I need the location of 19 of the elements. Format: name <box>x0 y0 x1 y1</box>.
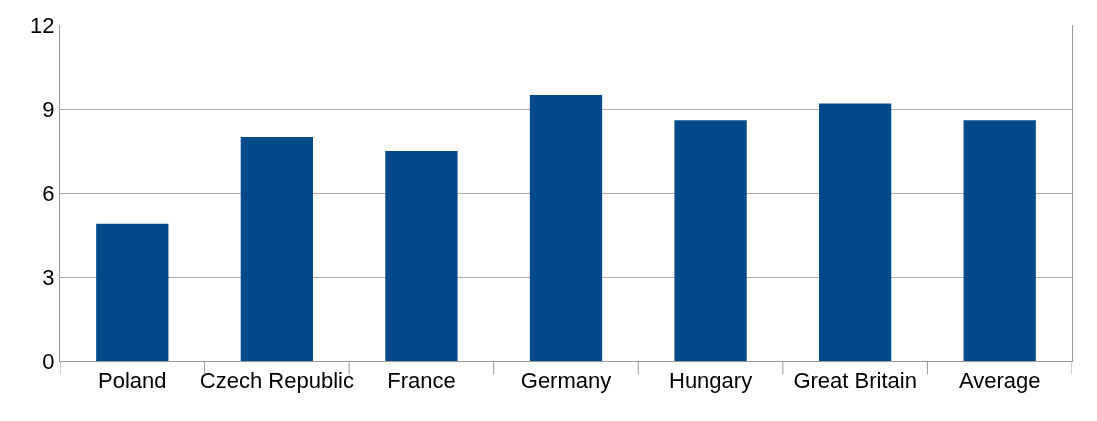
y-tick-label: 0 <box>42 348 55 374</box>
bar <box>963 120 1036 361</box>
x-tick-label: Hungary <box>668 368 753 394</box>
x-tick-label: Poland <box>98 368 167 394</box>
x-tick-label: Great Britain <box>793 368 917 394</box>
bar <box>529 95 603 361</box>
y-tick-label: 6 <box>42 180 55 206</box>
y-tick-label: 12 <box>30 12 55 38</box>
bar <box>385 151 458 361</box>
bar <box>96 223 169 361</box>
bar <box>819 103 892 361</box>
bar <box>674 120 747 361</box>
y-tick-label: 9 <box>42 96 55 122</box>
x-tick-label: Germany <box>520 368 612 394</box>
y-tick-label: 3 <box>42 264 55 290</box>
x-tick-label: France <box>387 368 456 394</box>
x-tick-label: Average <box>958 368 1041 394</box>
bar <box>240 137 313 361</box>
x-tick-label: Czech Republic <box>199 368 354 394</box>
